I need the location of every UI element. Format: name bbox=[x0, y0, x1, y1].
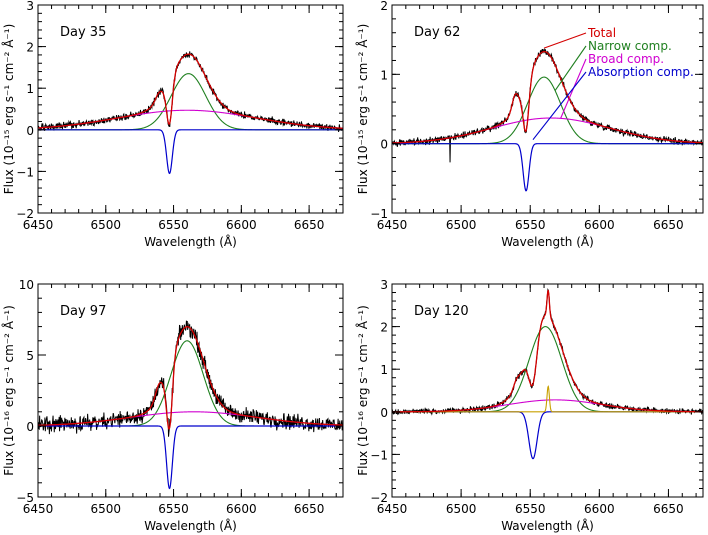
plot-frame bbox=[37, 283, 344, 498]
narrow-component-line bbox=[38, 340, 343, 427]
y-tick-label: 1 bbox=[26, 82, 34, 96]
observed-spectrum bbox=[38, 51, 343, 133]
unresolved-component-line bbox=[392, 385, 703, 413]
y-tick-label: −2 bbox=[16, 207, 34, 221]
panel-title: Day 62 bbox=[414, 25, 460, 40]
x-tick-label: 6650 bbox=[294, 218, 325, 232]
y-tick-label: 1 bbox=[380, 363, 388, 377]
panel-2: 6450 6500 6550 6600 6650 −1 0 1 2 Wavelength (Å) F… bbox=[355, 0, 704, 249]
legend-pointer bbox=[532, 71, 587, 141]
x-tick-label: 6500 bbox=[91, 218, 122, 232]
y-tick-label: 2 bbox=[26, 41, 34, 55]
x-tick-label: 6500 bbox=[446, 502, 477, 516]
plot-frame bbox=[391, 4, 704, 214]
y-tick-label: 3 bbox=[26, 0, 34, 13]
legend-entry: Narrow comp. bbox=[588, 39, 672, 53]
y-tick-label: 10 bbox=[19, 278, 34, 292]
plot-area bbox=[392, 48, 703, 192]
y-tick-label: −1 bbox=[370, 207, 388, 221]
panel-3: 6450 6500 6550 6600 6650 −5 0 5 10 Wavelength (Å)… bbox=[1, 278, 344, 533]
panel-title: Day 120 bbox=[414, 304, 469, 319]
absorption-component-line bbox=[392, 411, 703, 460]
legend-entry: Absorption comp. bbox=[588, 65, 694, 79]
y-tick-label: −1 bbox=[370, 448, 388, 462]
total-fit-line bbox=[392, 50, 703, 144]
y-tick-label: 0 bbox=[26, 124, 34, 138]
y-tick-label: −2 bbox=[370, 491, 388, 505]
legend-pointer bbox=[554, 45, 587, 91]
total-fit-line bbox=[392, 289, 703, 413]
narrow-component-line bbox=[392, 76, 703, 145]
y-tick-label: 0 bbox=[26, 420, 34, 434]
plot-area bbox=[38, 51, 343, 175]
x-tick-label: 6650 bbox=[653, 502, 684, 516]
observed-spectrum bbox=[38, 320, 343, 437]
x-tick-label: 6600 bbox=[226, 502, 257, 516]
panel-4: 6450 6500 6550 6600 6650 −2 −1 0 1 2 3 Wavelength (… bbox=[355, 278, 704, 533]
panel-title: Day 35 bbox=[60, 25, 106, 40]
y-tick-label: 2 bbox=[380, 0, 388, 13]
y-axis-label: Flux (10⁻¹⁶ erg s⁻¹ cm⁻² Å⁻¹) bbox=[355, 305, 370, 476]
x-axis-label: Wavelength (Å) bbox=[144, 234, 237, 249]
total-fit-line bbox=[38, 326, 343, 430]
x-tick-label: 6550 bbox=[515, 502, 546, 516]
absorption-component-line bbox=[392, 143, 703, 192]
panel-1: 6450 6500 6550 6600 6650 −2 −1 0 1 2 3 Wavelength (… bbox=[1, 0, 344, 249]
y-tick-label: 0 bbox=[380, 406, 388, 420]
legend-entry: Broad comp. bbox=[588, 52, 664, 66]
x-axis-label: Wavelength (Å) bbox=[501, 518, 594, 533]
x-axis-label: Wavelength (Å) bbox=[144, 518, 237, 533]
y-axis-label: Flux (10⁻¹⁵ erg s⁻¹ cm⁻² Å⁻¹) bbox=[355, 24, 370, 195]
y-tick-label: 3 bbox=[380, 278, 388, 292]
x-tick-label: 6450 bbox=[23, 218, 54, 232]
x-tick-label: 6650 bbox=[294, 502, 325, 516]
legend-entry: Total bbox=[587, 26, 616, 40]
x-axis-label: Wavelength (Å) bbox=[501, 234, 594, 249]
legend-pointer bbox=[543, 32, 587, 49]
plot-area bbox=[38, 320, 343, 490]
y-tick-label: −1 bbox=[16, 165, 34, 179]
plot-frame bbox=[391, 283, 704, 498]
plot-frame bbox=[37, 4, 344, 214]
y-tick-label: 1 bbox=[380, 68, 388, 82]
absorption-component-line bbox=[38, 129, 343, 175]
y-axis-label: Flux (10⁻¹⁶ erg s⁻¹ cm⁻² Å⁻¹) bbox=[1, 305, 16, 476]
x-tick-label: 6500 bbox=[91, 502, 122, 516]
x-tick-label: 6550 bbox=[158, 218, 189, 232]
x-tick-label: 6600 bbox=[584, 218, 615, 232]
x-tick-label: 6450 bbox=[377, 218, 408, 232]
x-tick-label: 6550 bbox=[158, 502, 189, 516]
y-tick-label: 2 bbox=[380, 321, 388, 335]
y-tick-label: −5 bbox=[16, 491, 34, 505]
plot-area bbox=[392, 288, 703, 460]
x-tick-label: 6500 bbox=[446, 218, 477, 232]
x-tick-label: 6450 bbox=[377, 502, 408, 516]
absorption-component-line bbox=[38, 425, 343, 490]
x-tick-label: 6550 bbox=[515, 218, 546, 232]
y-tick-label: 0 bbox=[380, 138, 388, 152]
x-tick-label: 6600 bbox=[226, 218, 257, 232]
panel-title: Day 97 bbox=[60, 304, 106, 319]
x-tick-label: 6650 bbox=[653, 218, 684, 232]
x-tick-label: 6600 bbox=[584, 502, 615, 516]
y-axis-label: Flux (10⁻¹⁵ erg s⁻¹ cm⁻² Å⁻¹) bbox=[1, 24, 16, 195]
y-tick-label: 5 bbox=[26, 349, 34, 363]
total-fit-line bbox=[38, 53, 343, 129]
x-tick-label: 6450 bbox=[23, 502, 54, 516]
